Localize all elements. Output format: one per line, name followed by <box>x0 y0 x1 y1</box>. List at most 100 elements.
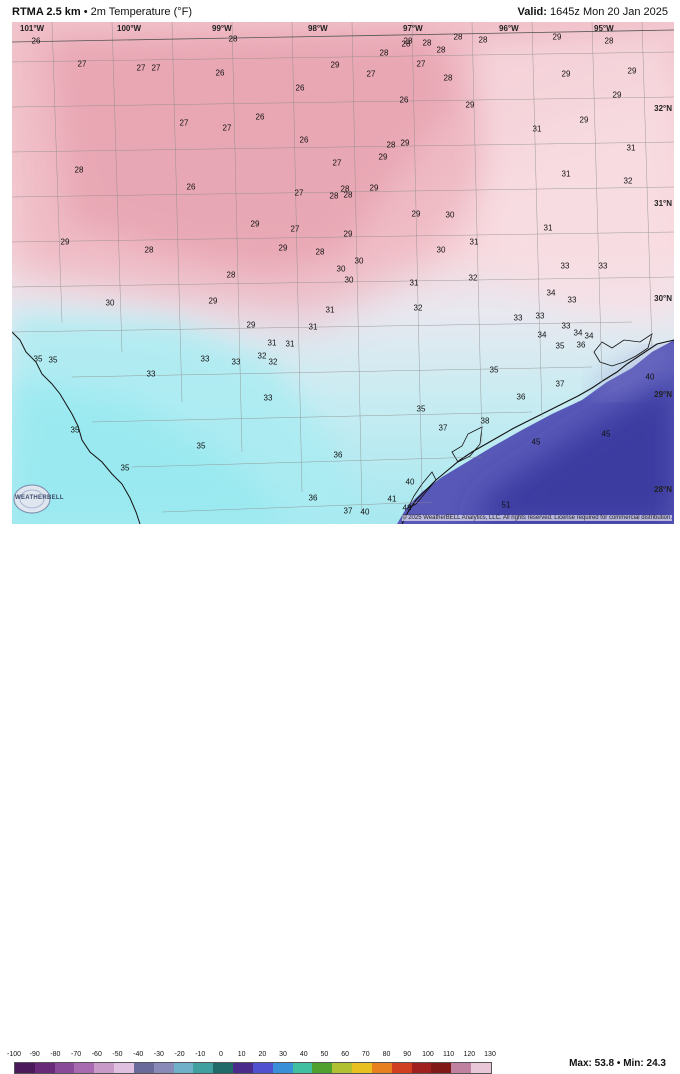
legend-tick-label: 10 <box>237 1051 246 1058</box>
temperature-value: 27 <box>416 59 426 69</box>
color-swatch <box>54 1063 75 1073</box>
temperature-value: 29 <box>411 209 421 219</box>
temperature-value: 26 <box>186 182 196 192</box>
temperature-value: 29 <box>627 66 637 76</box>
temperature-value: 31 <box>469 237 479 247</box>
temperature-value: 43 <box>402 503 412 513</box>
latitude-label: 32°N <box>654 104 672 113</box>
temperature-value: 29 <box>250 219 260 229</box>
temperature-value: 26 <box>299 135 309 145</box>
color-swatch <box>391 1063 412 1073</box>
temperature-value: 29 <box>60 237 70 247</box>
legend-tick-label: 50 <box>320 1051 329 1058</box>
max-min-separator: • <box>616 1058 621 1069</box>
logo-text: WEATHERBELL <box>15 495 64 501</box>
weatherbell-logo <box>13 484 51 514</box>
temperature-value: 33 <box>561 321 571 331</box>
temperature-value: 37 <box>555 379 565 389</box>
temperature-value: 28 <box>226 270 236 280</box>
temperature-value: 30 <box>336 264 346 274</box>
legend-tick-label: -100 <box>6 1051 22 1058</box>
max-value: Max: 53.8 <box>569 1058 615 1069</box>
temperature-value: 33 <box>535 311 545 321</box>
color-legend: -100 -90 -80 -70 -60 -50 -40 -30 -20 -10 0 10 20 30 40… <box>0 524 680 1074</box>
temperature-value: 27 <box>366 69 376 79</box>
color-swatch <box>252 1063 273 1073</box>
longitude-label: 99°W <box>212 24 232 33</box>
color-swatch <box>94 1063 115 1073</box>
temperature-value: 45 <box>531 437 541 447</box>
legend-tick-label: 20 <box>258 1051 267 1058</box>
temperature-value: 27 <box>179 118 189 128</box>
temperature-value: 34 <box>573 328 583 338</box>
legend-tick-label: -40 <box>133 1051 144 1058</box>
temperature-value: 31 <box>532 124 542 134</box>
temperature-value: 35 <box>555 341 565 351</box>
temperature-value: 26 <box>215 68 225 78</box>
legend-tick-label: 70 <box>361 1051 370 1058</box>
temperature-value: 28 <box>74 165 84 175</box>
temperature-value: 33 <box>231 357 241 367</box>
temperature-value: 36 <box>576 340 586 350</box>
temperature-value: 28 <box>403 36 413 46</box>
temperature-value: 35 <box>48 355 58 365</box>
temperature-value: 40 <box>645 372 655 382</box>
temperature-value: 29 <box>208 296 218 306</box>
legend-tick-label: 80 <box>382 1051 391 1058</box>
legend-tick-label: -60 <box>91 1051 102 1058</box>
color-scale-bar <box>14 1062 492 1074</box>
temperature-value: 29 <box>561 69 571 79</box>
legend-tick-label: 60 <box>341 1051 350 1058</box>
color-swatch <box>153 1063 174 1073</box>
temperature-value: 30 <box>344 275 354 285</box>
temperature-value: 41 <box>387 494 397 504</box>
valid-label: Valid: <box>517 6 547 18</box>
color-swatch <box>15 1063 35 1073</box>
temperature-value: 26 <box>399 95 409 105</box>
color-swatch <box>451 1063 472 1073</box>
max-min-readout: Max: 53.8 • Min: 24.3 <box>569 1058 666 1069</box>
temperature-value: 31 <box>267 338 277 348</box>
color-swatch <box>371 1063 392 1073</box>
latitude-label: 30°N <box>654 294 672 303</box>
legend-tick-label: 110 <box>443 1051 455 1058</box>
temperature-value: 33 <box>567 295 577 305</box>
temperature-value: 35 <box>416 404 426 414</box>
color-swatch <box>431 1063 452 1073</box>
temperature-value: 35 <box>70 425 80 435</box>
temperature-value: 33 <box>263 393 273 403</box>
temperature-map[interactable] <box>12 22 674 524</box>
longitude-label: 98°W <box>308 24 328 33</box>
temperature-value: 31 <box>626 143 636 153</box>
temperature-value: 32 <box>257 351 267 361</box>
temperature-value: 27 <box>136 63 146 73</box>
temperature-value: 28 <box>379 48 389 58</box>
temperature-value: 32 <box>468 273 478 283</box>
temperature-value: 29 <box>278 243 288 253</box>
temperature-value: 35 <box>33 354 43 364</box>
temperature-value: 28 <box>453 32 463 42</box>
temperature-value: 40 <box>360 507 370 517</box>
longitude-label: 101°W <box>20 24 45 33</box>
temperature-value: 33 <box>513 313 523 323</box>
temperature-value: 38 <box>480 416 490 426</box>
longitude-label: 100°W <box>117 24 142 33</box>
temperature-value: 45 <box>601 429 611 439</box>
color-swatch <box>193 1063 214 1073</box>
color-swatch <box>272 1063 293 1073</box>
temperature-value: 33 <box>200 354 210 364</box>
temperature-value: 30 <box>445 210 455 220</box>
temperature-value: 31 <box>325 305 335 315</box>
temperature-value: 32 <box>413 303 423 313</box>
temperature-value: 31 <box>543 223 553 233</box>
temperature-value: 31 <box>308 322 318 332</box>
longitude-label: 97°W <box>403 24 423 33</box>
temperature-value: 30 <box>436 245 446 255</box>
legend-tick-label: 0 <box>219 1051 223 1058</box>
color-swatch <box>133 1063 154 1073</box>
temperature-value: 28 <box>315 247 325 257</box>
temperature-value: 36 <box>308 493 318 503</box>
copyright-notice: © 2025 WeatherBELL Analytics, LLC. All r… <box>402 515 672 521</box>
legend-tick-label: 130 <box>484 1051 496 1058</box>
temperature-value: 26 <box>255 112 265 122</box>
